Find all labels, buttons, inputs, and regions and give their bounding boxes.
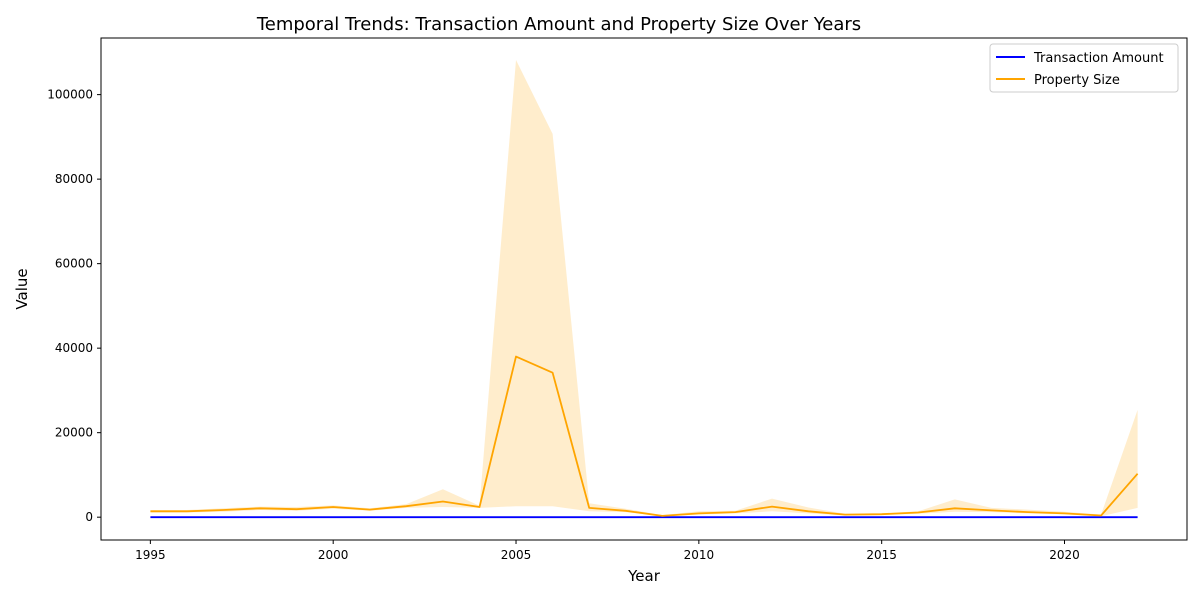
y-tick-label: 60000 (55, 257, 93, 271)
property-size-line (150, 355, 1139, 517)
x-tick-label: 1995 (135, 548, 166, 562)
x-axis: 1995 2000 2005 2010 2015 2020 (135, 540, 1080, 562)
y-tick-label: 40000 (55, 341, 93, 355)
x-tick-label: 2000 (318, 548, 349, 562)
y-tick-label: 80000 (55, 172, 93, 186)
property-size-band (150, 60, 1138, 517)
legend-label-property-size: Property Size (1034, 73, 1120, 88)
chart-title: Temporal Trends: Transaction Amount and … (256, 14, 861, 35)
x-tick-label: 2015 (866, 548, 897, 562)
x-axis-label: Year (627, 567, 661, 585)
x-tick-label: 2005 (501, 548, 532, 562)
legend: Transaction Amount Property Size (989, 43, 1179, 93)
y-tick-label: 20000 (55, 426, 93, 440)
y-tick-label: 0 (85, 510, 93, 524)
plot-frame (100, 37, 1188, 541)
y-axis-label: Value (13, 268, 31, 309)
x-tick-label: 2020 (1049, 548, 1080, 562)
y-axis: 0 20000 40000 60000 80000 100000 (47, 88, 101, 524)
y-tick-label: 100000 (47, 88, 93, 102)
plot-area (150, 60, 1139, 519)
legend-label-transaction-amount: Transaction Amount (1033, 51, 1164, 66)
x-tick-label: 2010 (684, 548, 715, 562)
legend-box (989, 43, 1179, 93)
